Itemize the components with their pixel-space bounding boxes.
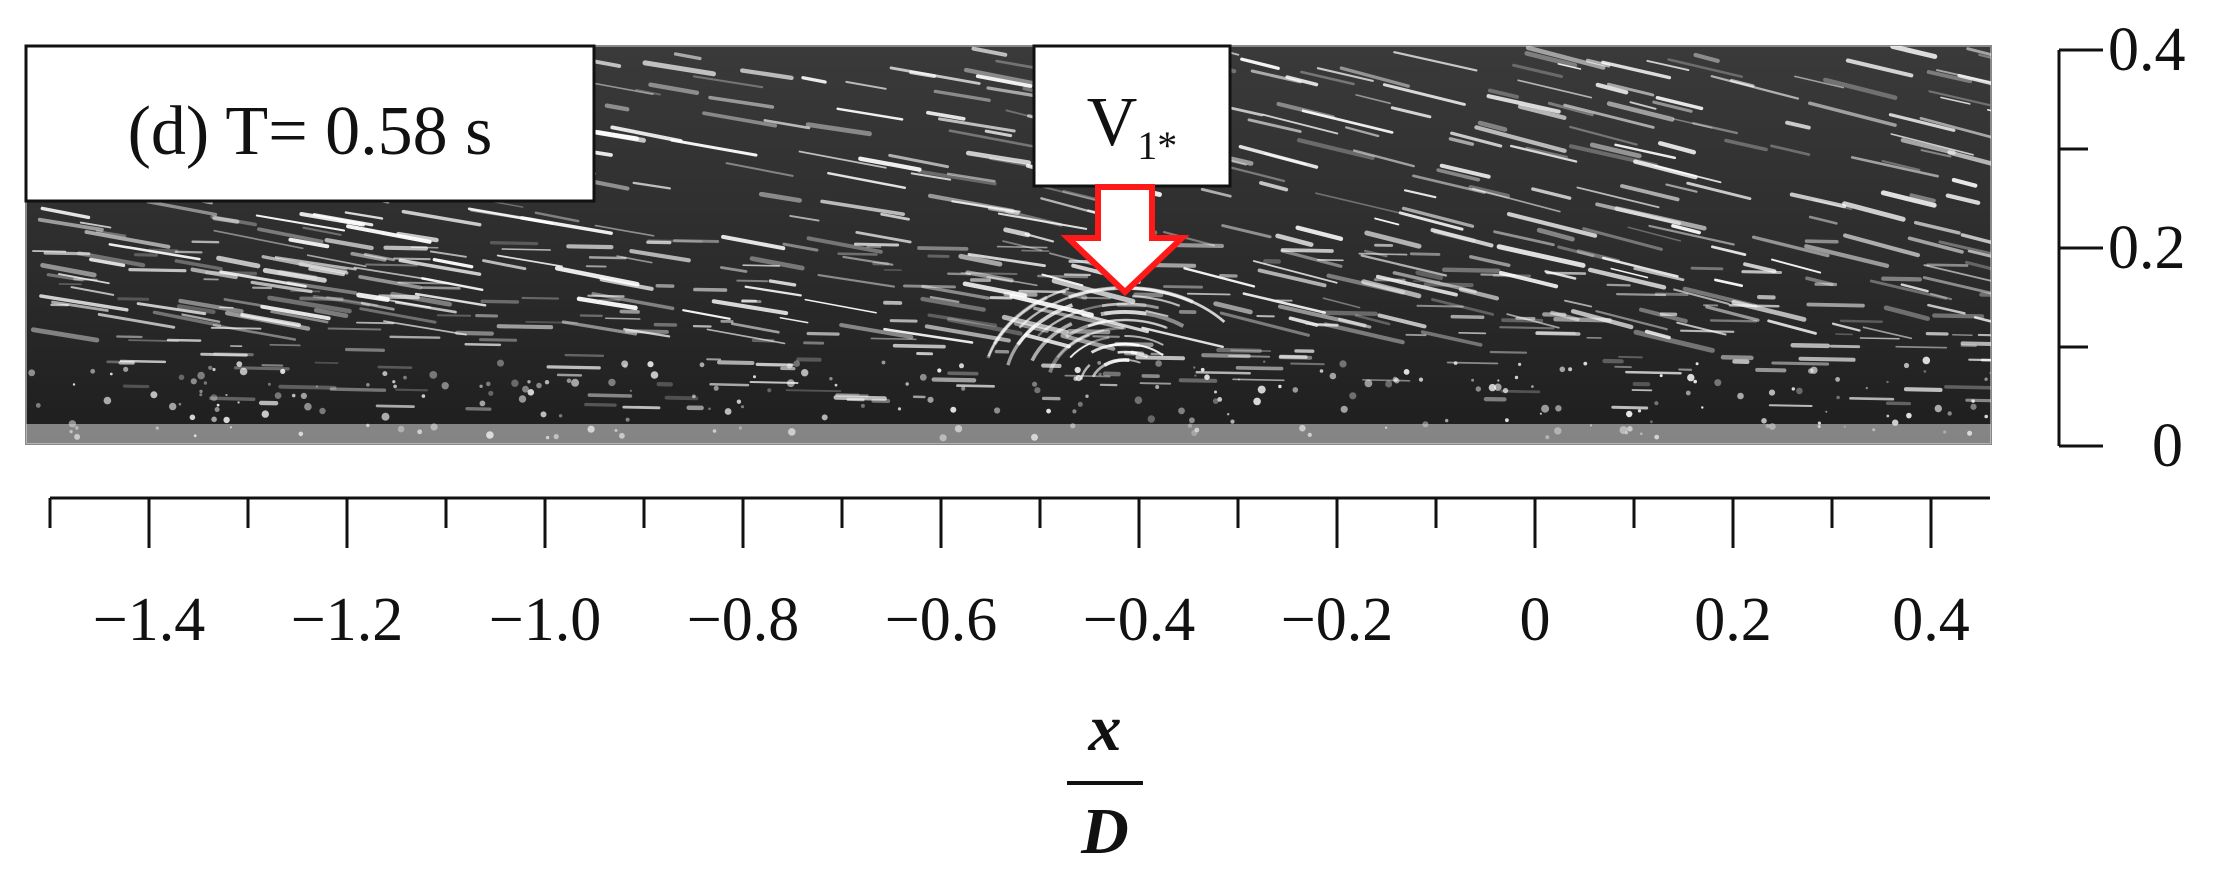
- x-axis-label: x D: [1067, 692, 1143, 868]
- y-tick-0: 0: [2152, 412, 2183, 480]
- x-tick-label: −0.2: [1281, 586, 1393, 654]
- y-tick-0.2: 0.2: [2108, 214, 2186, 282]
- bed-glow: [26, 424, 1991, 444]
- svg-text:V1*: V1*: [1087, 84, 1178, 168]
- x-tick-label: −0.6: [885, 586, 997, 654]
- x-tick-label: 0: [1520, 586, 1551, 654]
- x-tick-labels: −1.4 −1.2 −1.0 −0.8 −0.6 −0.4 −0.2 0 0.2 0.4: [93, 586, 1970, 654]
- y-axis: [2057, 48, 2103, 448]
- x-tick-label: −0.8: [687, 586, 799, 654]
- x-tick-label: 0.2: [1694, 586, 1772, 654]
- y-tick-0.4: 0.4: [2108, 16, 2186, 84]
- x-tick-label: −1.0: [489, 586, 601, 654]
- x-label-numerator: x: [1088, 692, 1122, 765]
- vortex-label-box: V1*: [1032, 44, 1232, 188]
- x-axis: [48, 496, 1990, 548]
- down-arrow-icon: [1060, 184, 1190, 297]
- vortex-label-sub: 1*: [1137, 123, 1177, 168]
- panel-label: (d) T= 0.58 s: [128, 93, 493, 170]
- x-tick-label: −1.2: [291, 586, 403, 654]
- x-tick-label: 0.4: [1892, 586, 1970, 654]
- vortex-label-main: V: [1087, 84, 1138, 161]
- x-tick-label: −0.4: [1083, 586, 1195, 654]
- x-label-denominator: D: [1080, 795, 1129, 868]
- panel-label-box: (d) T= 0.58 s: [24, 44, 596, 203]
- x-tick-label: −1.4: [93, 586, 205, 654]
